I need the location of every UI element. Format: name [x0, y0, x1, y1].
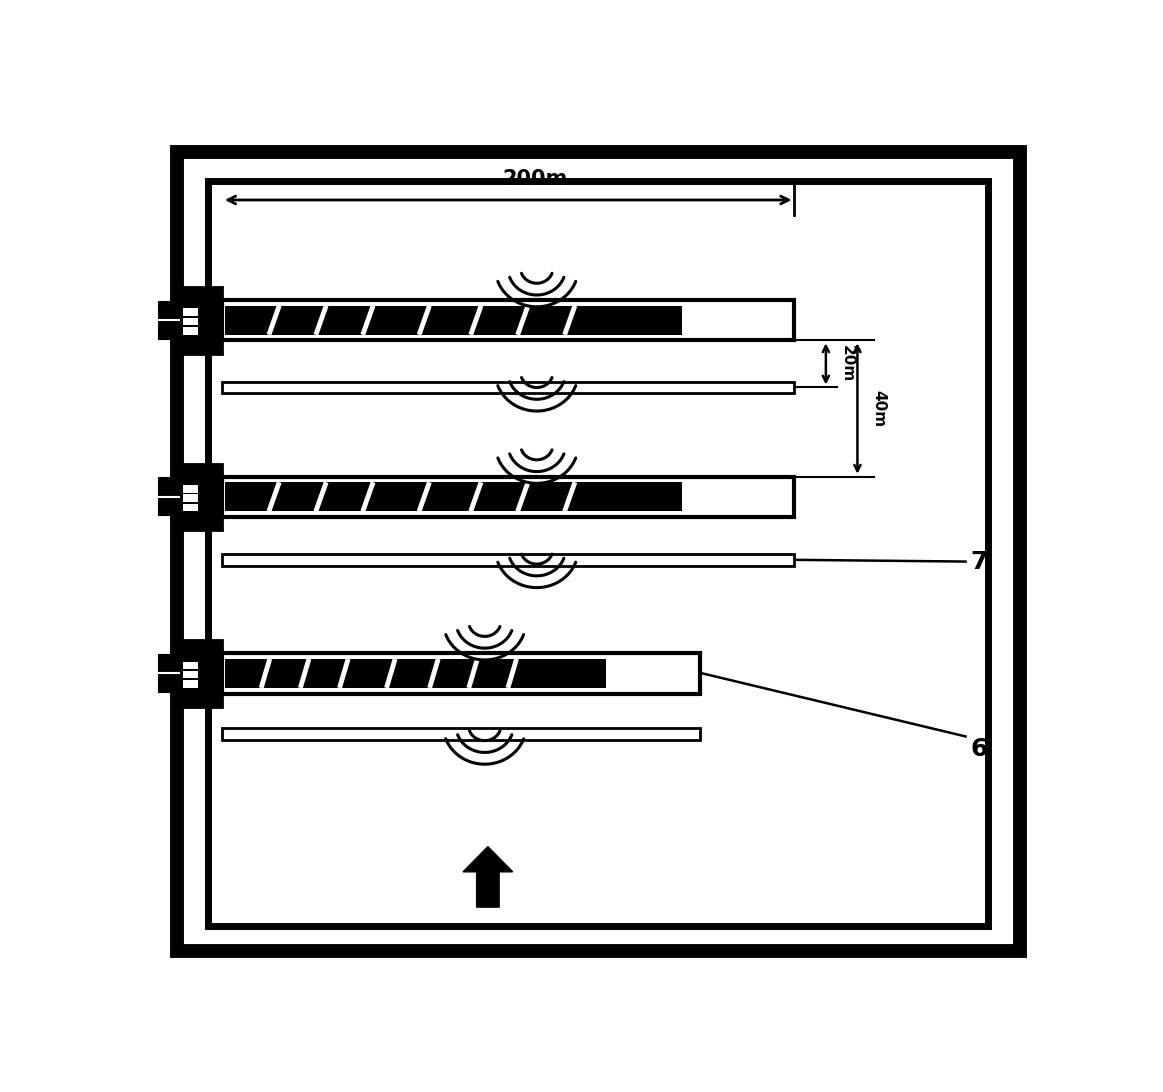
Bar	[179, 287, 222, 354]
Bar	[184, 662, 198, 669]
Text: 40m: 40m	[871, 390, 886, 427]
Bar	[222, 653, 700, 693]
Bar	[682, 304, 790, 337]
Bar	[222, 554, 794, 566]
Bar	[224, 483, 683, 511]
Bar	[179, 640, 222, 707]
Bar	[159, 301, 179, 339]
Text: 200m: 200m	[502, 169, 568, 189]
Bar	[159, 655, 179, 691]
Bar	[222, 728, 700, 739]
Bar	[606, 656, 695, 690]
Bar	[184, 503, 198, 511]
Bar	[224, 658, 607, 688]
Text: 20m: 20m	[840, 345, 855, 382]
Bar	[222, 300, 794, 341]
Bar	[184, 495, 198, 502]
Text: 6: 6	[970, 737, 987, 761]
Bar	[159, 478, 179, 515]
Bar	[222, 476, 794, 517]
Bar	[208, 181, 989, 926]
Bar	[222, 381, 794, 393]
Bar	[184, 327, 198, 334]
Bar	[184, 318, 198, 325]
Bar	[179, 463, 222, 530]
FancyArrow shape	[463, 846, 513, 907]
Bar	[184, 485, 198, 492]
Bar	[682, 480, 790, 513]
Bar	[224, 306, 683, 335]
Bar	[184, 680, 198, 688]
Text: 7: 7	[970, 549, 987, 573]
Bar	[184, 670, 198, 678]
Bar	[184, 308, 198, 316]
